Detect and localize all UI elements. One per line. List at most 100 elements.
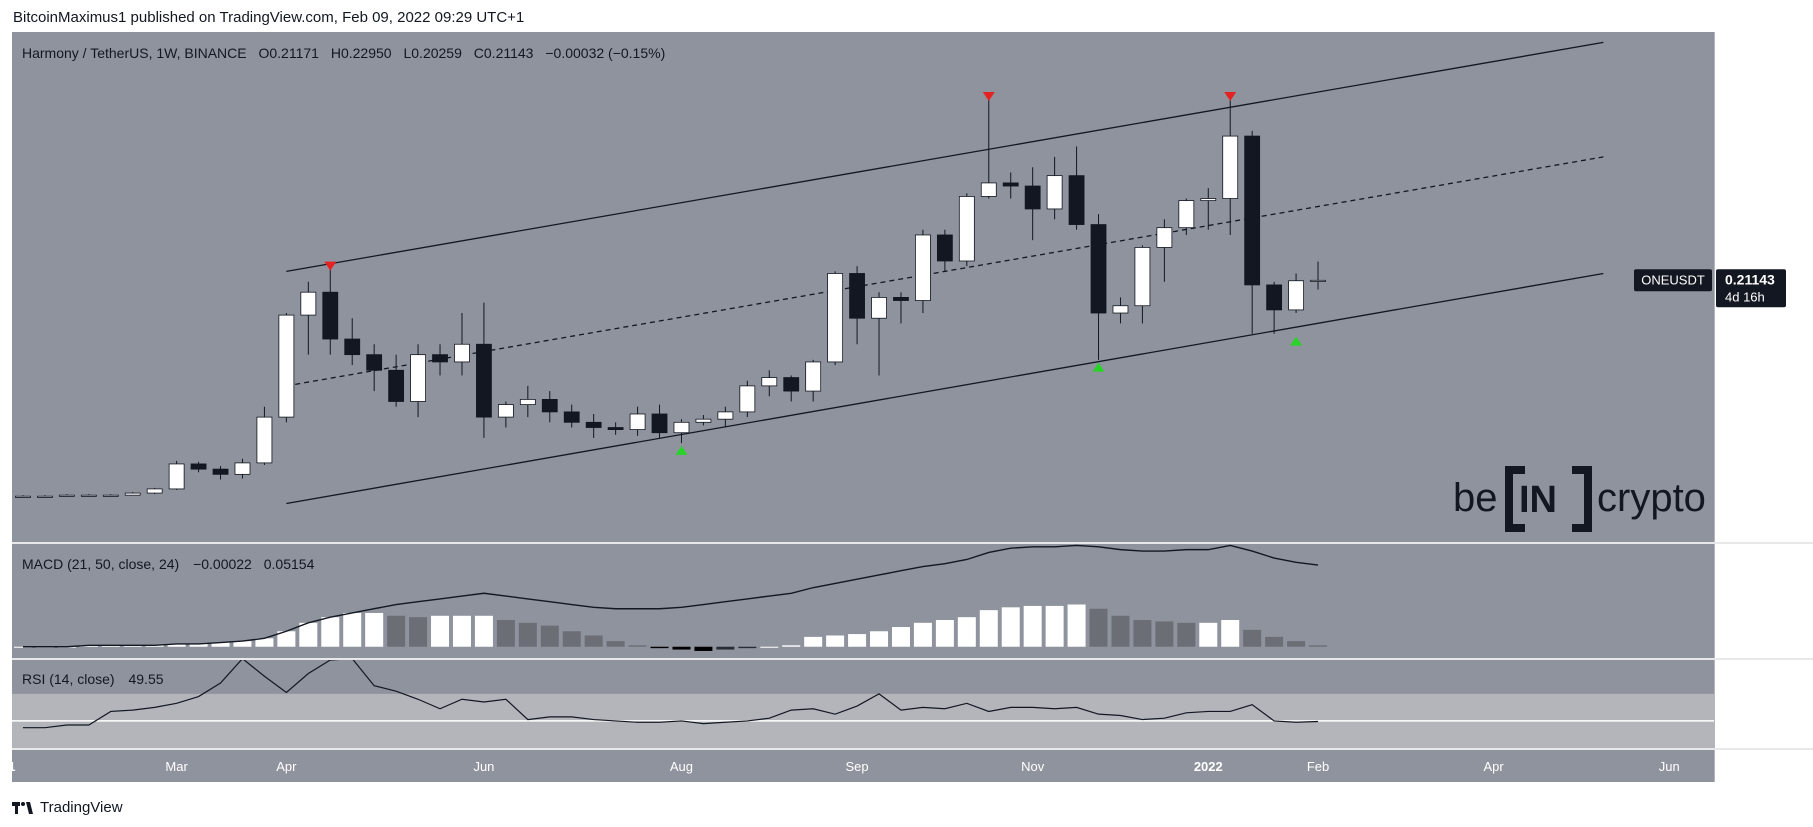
swing-low-marker — [675, 445, 688, 455]
candle-down — [1024, 185, 1041, 210]
macd-histogram-bar — [167, 643, 186, 647]
price-tick-label: 0.30000 — [1728, 181, 1775, 196]
swing-high-marker — [324, 261, 337, 271]
macd-histogram-bar — [870, 631, 889, 647]
candle-up — [410, 354, 426, 402]
candle-down — [607, 427, 624, 430]
time-tick-label: Jun — [473, 759, 494, 774]
macd-histogram-bar — [123, 645, 142, 647]
macd-histogram-bar — [189, 643, 208, 647]
ohlc-close: 0.21143 — [484, 45, 534, 61]
candle-down — [476, 343, 492, 418]
macd-histogram-bar — [365, 612, 384, 647]
macd-histogram-bar — [1067, 604, 1086, 647]
price-tick-label: 0.45000 — [1728, 25, 1775, 40]
time-tick-label: Sep — [846, 759, 869, 774]
candle-up — [958, 196, 975, 262]
macd-histogram-bar — [913, 622, 932, 647]
last-price-label: ONEUSDT 0.21143 4d 16h — [1634, 269, 1786, 308]
macd-histogram-bar — [1111, 615, 1130, 647]
rsi-tick-label: 80.00 — [1742, 673, 1775, 688]
macd-histogram-bar — [804, 636, 823, 647]
candle-down — [366, 354, 383, 371]
macd-histogram-bar — [321, 617, 340, 647]
candle-up — [234, 462, 251, 475]
candle-up — [454, 343, 470, 363]
macd-histogram-bar — [738, 646, 757, 649]
macd-value-2: 0.05154 — [264, 556, 315, 572]
candle-up — [168, 463, 185, 490]
countdown-text: 4d 16h — [1725, 289, 1765, 304]
macd-histogram-bar — [299, 622, 318, 647]
price-tick-label: 0.15000 — [1728, 337, 1775, 352]
macd-histogram-bar — [782, 645, 801, 647]
chart-canvas[interactable]: be IN crypto 0.45000 0.40000 0.35000 0.3000… — [0, 0, 1813, 800]
macd-histogram-bar — [145, 645, 164, 647]
macd-histogram-bar — [848, 634, 867, 647]
time-tick-label: 2022 — [1194, 759, 1223, 774]
macd-histogram-bar — [387, 615, 406, 647]
candle-up — [1200, 198, 1217, 202]
channel-upper-line — [286, 41, 1604, 273]
candle-up — [278, 314, 295, 418]
currency-badge: USDT — [1732, 41, 1780, 63]
time-tick-label: Jun — [1659, 759, 1680, 774]
tradingview-logo-icon — [12, 801, 33, 814]
candle-up — [717, 411, 734, 420]
candle-up — [1178, 200, 1195, 229]
candle-down — [893, 297, 909, 301]
macd-histogram-bar — [979, 610, 998, 647]
macd-histogram-bar — [891, 627, 910, 647]
macd-histogram-bar — [474, 615, 493, 647]
candle-up — [497, 404, 514, 418]
candle-down — [651, 413, 668, 434]
candle-down — [322, 291, 339, 340]
candle-up — [673, 421, 690, 434]
candle-up — [1156, 227, 1173, 248]
candle-up — [761, 377, 778, 387]
logo-text-be: be — [1453, 476, 1498, 520]
logo-bracket-left — [1505, 466, 1513, 532]
candle-down — [1090, 224, 1107, 314]
rsi-tick-label: 40.00 — [1742, 727, 1775, 742]
chart-title-text: Harmony / TetherUS, 1W, BINANCE — [22, 45, 247, 61]
candle-up — [37, 495, 53, 498]
ohlc-low: 0.20259 — [411, 45, 462, 61]
macd-histogram-bar — [716, 646, 735, 650]
candle-down — [1266, 284, 1283, 311]
macd-histogram-bar — [452, 615, 471, 647]
rsi-value: 49.55 — [128, 671, 163, 687]
candle-up — [695, 418, 712, 423]
macd-histogram-bar — [431, 615, 450, 647]
macd-histogram-bar — [628, 645, 647, 647]
swing-high-marker — [982, 92, 995, 102]
candle-up — [980, 182, 997, 197]
candle-down — [1002, 182, 1019, 187]
tradingview-footer[interactable]: TradingView — [12, 799, 123, 816]
candle-up — [256, 416, 273, 464]
candle-down — [212, 468, 229, 475]
candle-down — [563, 411, 580, 423]
macd-histogram-bar — [277, 631, 296, 647]
ohlc-high: 0.22950 — [341, 45, 392, 61]
macd-histogram-bar — [826, 635, 845, 647]
time-tick-label: Mar — [165, 759, 188, 774]
macd-histogram-bar — [496, 620, 515, 647]
swing-high-marker — [1224, 92, 1237, 102]
swing-low-marker — [1092, 362, 1105, 372]
ohlc-open: 0.21171 — [269, 45, 319, 61]
macd-histogram-bar — [1309, 645, 1328, 647]
price-tick-label: 0.25000 — [1728, 233, 1775, 248]
candle-up — [124, 492, 141, 496]
macd-histogram-bar — [409, 617, 428, 647]
macd-histogram-bar — [1089, 608, 1108, 647]
logo-text-in: IN — [1519, 479, 1557, 521]
candle-down — [783, 377, 800, 392]
price-axis-divider — [1714, 32, 1715, 782]
logo-bracket-right — [1584, 466, 1592, 532]
candle-up — [80, 494, 97, 497]
candle-up — [827, 273, 844, 363]
macd-line — [22, 544, 1319, 648]
time-tick-label: Aug — [670, 759, 693, 774]
macd-histogram-bar — [1177, 622, 1196, 647]
